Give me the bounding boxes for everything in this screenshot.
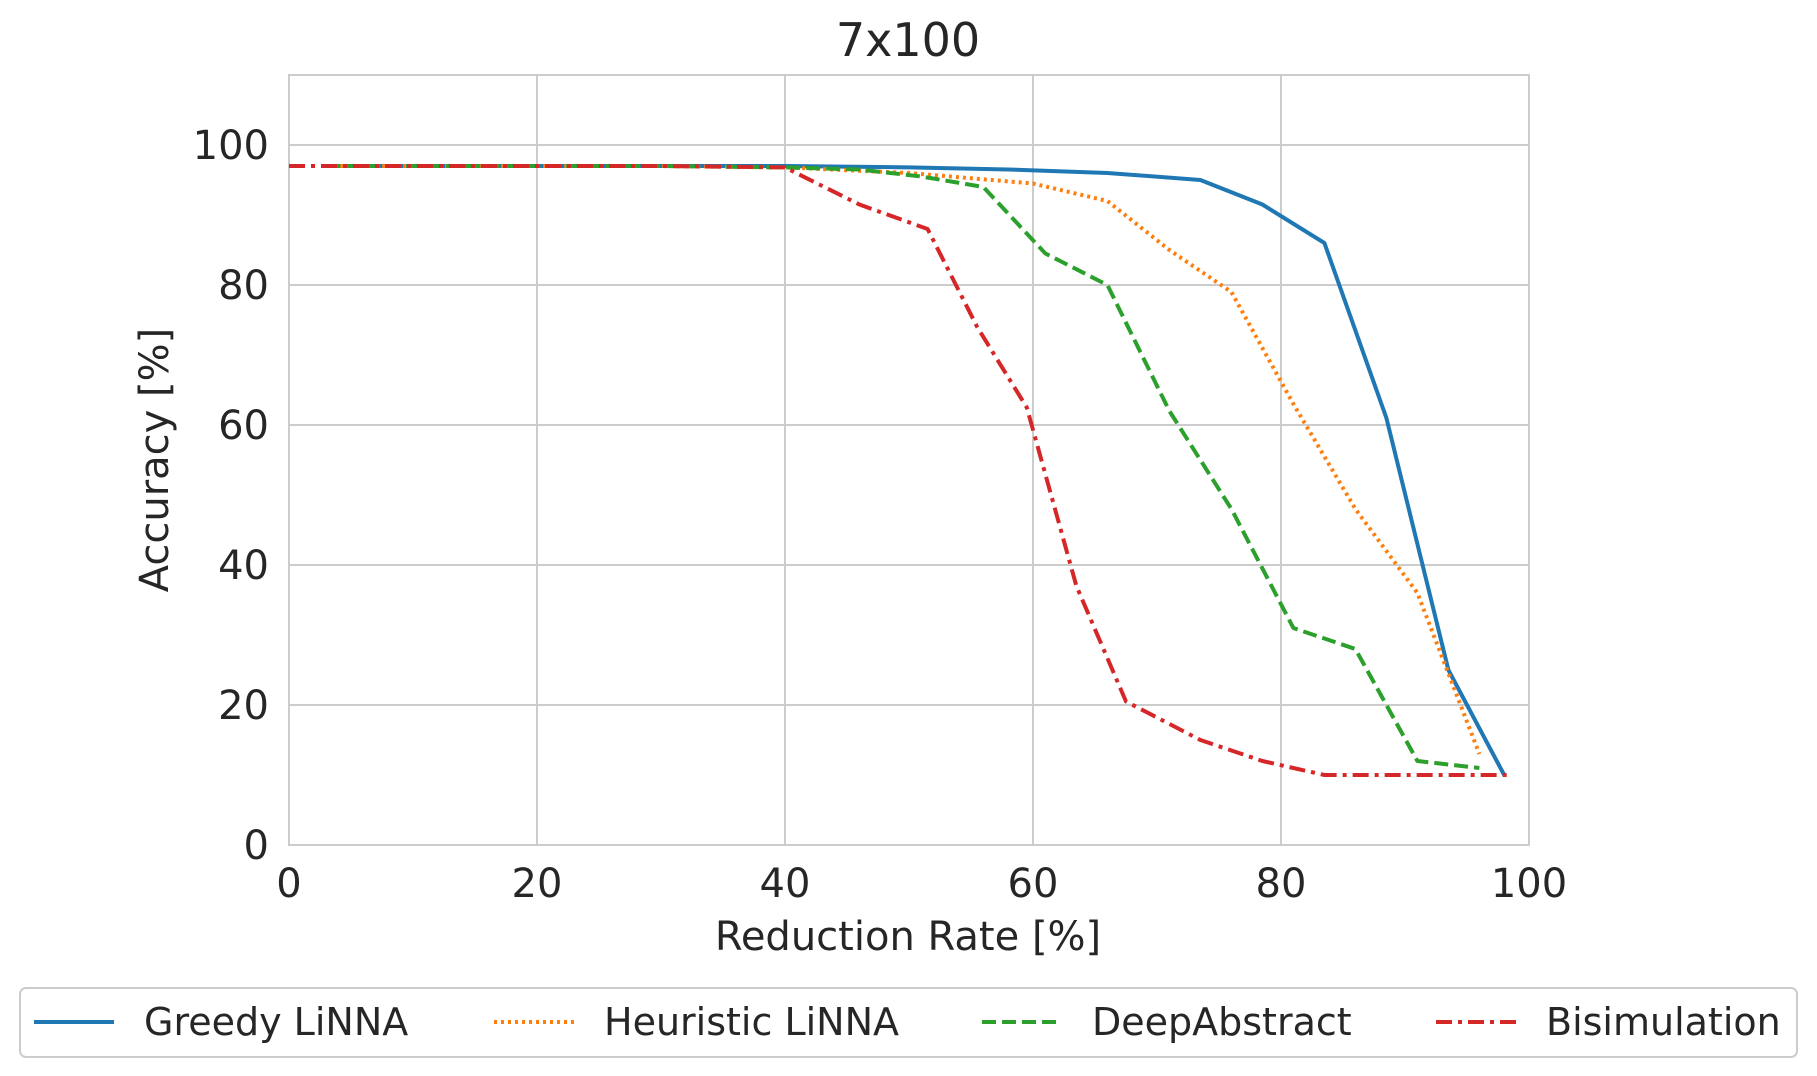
- plot-area-frame: [288, 74, 1530, 846]
- x-tick-label: 0: [276, 861, 301, 907]
- y-axis-title: Accuracy [%]: [132, 328, 178, 593]
- x-tick-label: 100: [1491, 861, 1567, 907]
- legend-frame: [19, 987, 1798, 1058]
- legend-label: Heuristic LiNNA: [604, 1000, 899, 1044]
- y-tick-label: 60: [218, 403, 269, 449]
- series-line-bisimulation: [289, 164, 1511, 777]
- legend: Greedy LiNNA Heuristic LiNNA DeepAbstract B…: [19, 987, 1798, 1058]
- x-tick-label: 80: [1256, 861, 1307, 907]
- y-tick-label: 80: [218, 263, 269, 309]
- legend-label: DeepAbstract: [1092, 1000, 1352, 1044]
- x-tick-label: 20: [512, 861, 563, 907]
- y-tick-label: 20: [218, 683, 269, 729]
- y-tick-label: 100: [193, 123, 269, 169]
- legend-label: Bisimulation: [1546, 1000, 1781, 1044]
- series-lines: [289, 164, 1511, 777]
- chart-title: 7x100: [836, 13, 980, 67]
- legend-label: Greedy LiNNA: [144, 1000, 408, 1044]
- y-tick-label: 0: [244, 823, 269, 869]
- grid-lines: [288, 75, 1530, 846]
- x-axis-title: Reduction Rate [%]: [715, 914, 1101, 960]
- x-tick-label: 40: [760, 861, 811, 907]
- x-tick-label: 60: [1008, 861, 1059, 907]
- y-tick-label: 40: [218, 543, 269, 589]
- tick-labels: 0 20 40 60 80 100 0 20 40 60 80 100: [193, 123, 1568, 907]
